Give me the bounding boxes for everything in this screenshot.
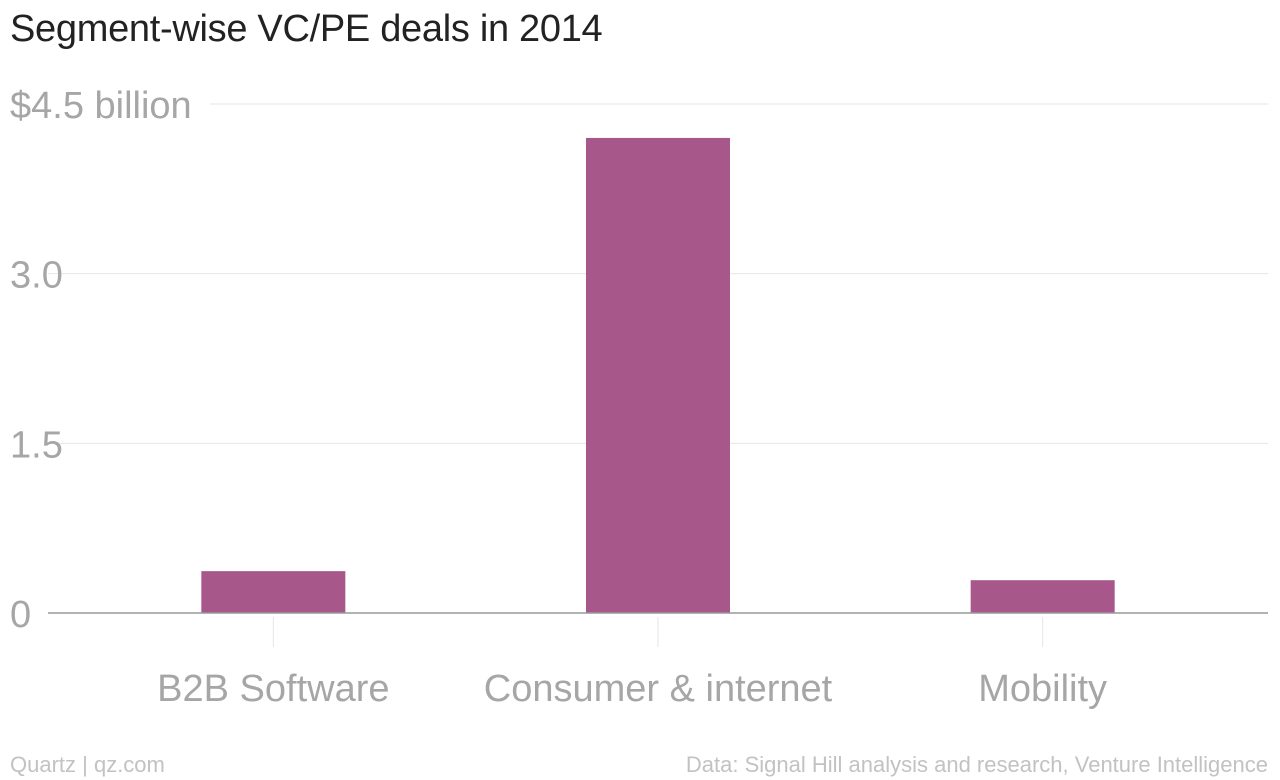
footer-credit: Quartz | qz.com xyxy=(10,752,165,777)
bar xyxy=(586,137,730,613)
y-tick-label: 0 xyxy=(10,594,31,636)
x-tick-label: Consumer & internet xyxy=(484,668,833,710)
footer-source: Data: Signal Hill analysis and research,… xyxy=(685,752,1268,777)
x-tick-label: Mobility xyxy=(978,668,1107,710)
bars xyxy=(201,137,1115,613)
x-tick-label: B2B Software xyxy=(157,668,389,710)
bar xyxy=(970,580,1115,613)
bar xyxy=(201,571,346,613)
chart-title: Segment-wise VC/PE deals in 2014 xyxy=(10,8,603,50)
tick-labels: $4.5 billion 3.0 1.5 0 B2B Software Consumer … xyxy=(10,85,1107,710)
y-tick-label: 3.0 xyxy=(10,255,63,297)
axes xyxy=(48,612,1268,647)
y-tick-label: 1.5 xyxy=(10,424,63,466)
y-tick-label: $4.5 billion xyxy=(10,85,192,127)
